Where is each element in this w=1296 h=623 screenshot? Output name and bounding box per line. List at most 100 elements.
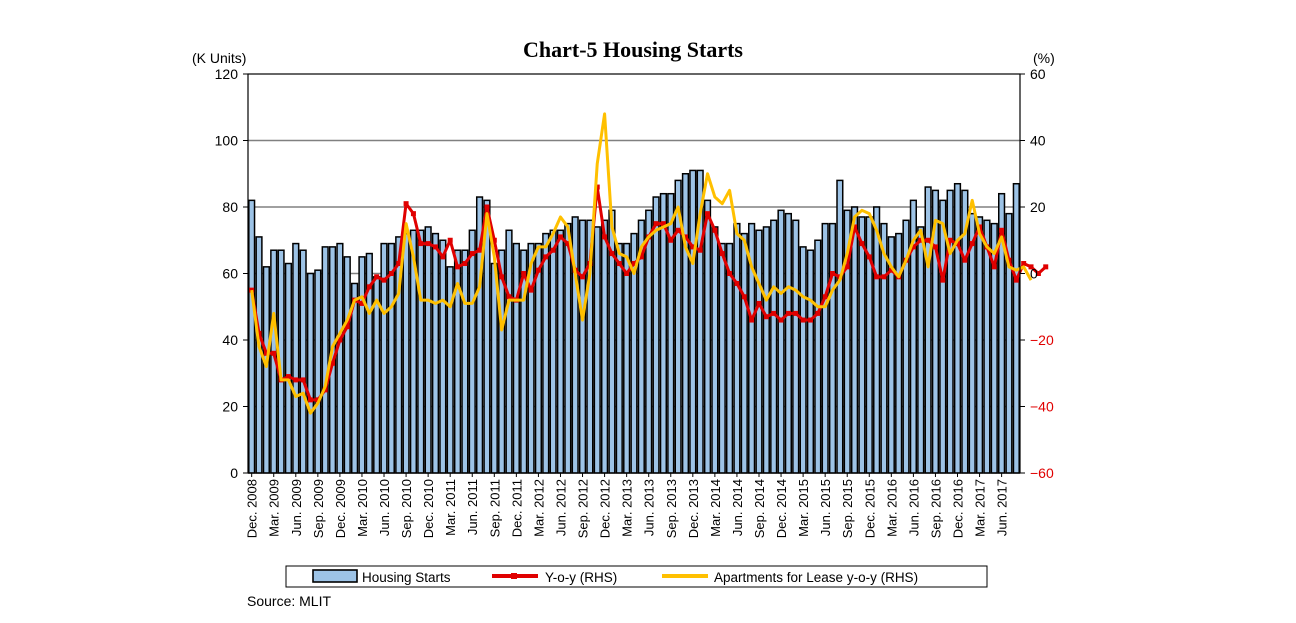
point-yoy-31 [477,247,483,253]
x-tick-label: Jun. 2011 [465,479,480,535]
point-yoy-27 [447,237,453,243]
point-yoy-12 [337,337,343,343]
point-yoy-19 [388,271,394,276]
point-yoy-61 [697,247,703,253]
right-y-axis: −60 −40 −20 0 20 40 60 [1030,66,1054,481]
bar-housing-starts-64 [718,242,726,474]
bar-housing-starts-43 [564,222,572,474]
left-tick-label: 100 [215,133,239,149]
point-yoy-92 [925,237,931,243]
point-yoy-91 [918,237,924,243]
bar-housing-starts-95 [946,189,954,474]
bar-housing-starts-72 [777,209,785,474]
point-yoy-50 [616,261,622,267]
point-yoy-53 [638,254,644,260]
x-tick-label: Dec. 2008 [245,479,260,538]
point-yoy-5 [285,374,291,380]
point-yoy-52 [631,261,637,267]
point-yoy-93 [932,244,938,250]
point-yoy-79 [830,271,836,276]
bar-housing-starts-104 [1012,182,1020,474]
bar-housing-starts-8 [306,272,315,474]
right-tick-label: −40 [1030,399,1054,415]
point-yoy-65 [727,271,733,276]
point-yoy-104 [1013,277,1019,283]
x-tick-label: Mar. 2010 [355,479,370,537]
point-yoy-82 [852,224,858,230]
point-yoy-41 [550,247,556,253]
bar-housing-starts-70 [762,226,770,474]
x-tick-label: Dec. 2013 [686,479,701,538]
right-tick-label: 60 [1030,66,1046,82]
left-tick-label: 60 [222,266,238,282]
bar-housing-starts-47 [593,226,601,474]
x-tick-label: Mar. 2017 [973,479,988,537]
point-yoy-42 [557,234,563,240]
bar-housing-starts-74 [792,219,800,474]
chart-title: Chart-5 Housing Starts [523,37,743,62]
legend: Housing Starts Y-o-y (RHS) Apartments fo… [285,565,988,588]
bar-housing-starts-36 [512,242,520,474]
point-yoy-21 [403,201,409,207]
bar-housing-starts-98 [968,212,976,474]
point-yoy-15 [359,300,365,306]
point-yoy-48 [602,234,608,240]
x-tick-label: Dec. 2015 [862,479,877,538]
x-tick-label: Sep. 2011 [487,479,502,537]
bar-series-housing-starts [248,169,1020,474]
point-yoy-64 [719,251,725,257]
point-yoy-43 [565,241,571,247]
bar-housing-starts-85 [873,206,881,474]
point-yoy-49 [609,251,615,257]
x-tick-label: Jun. 2014 [730,479,745,536]
left-y-axis: 0 20 40 60 80 100 120 [215,66,239,481]
right-tick-label: −20 [1030,332,1054,348]
x-tick-label: Jun. 2015 [818,479,833,536]
right-tick-label: 0 [1030,266,1038,282]
point-yoy-67 [741,294,747,300]
point-yoy-7 [300,377,306,383]
point-yoy-18 [381,277,387,283]
legend-label-housing-starts: Housing Starts [362,570,451,585]
bar-housing-starts-78 [821,222,829,474]
point-yoy-38 [528,287,534,293]
bar-housing-starts-21 [402,232,410,474]
point-yoy-28 [455,264,461,270]
x-tick-label: Sep. 2009 [311,479,326,538]
bar-housing-starts-9 [314,269,322,474]
x-tick-label: Sep. 2012 [576,479,591,538]
point-yoy-55 [653,221,659,227]
line-series-2 [250,112,1033,415]
point-yoy-87 [888,267,894,273]
bar-housing-starts-0 [248,199,256,474]
bar-housing-starts-77 [814,239,822,474]
x-tick-label: Sep. 2015 [840,479,855,538]
point-yoy-74 [793,310,799,316]
bar-housing-starts-7 [299,249,307,474]
point-yoy-11 [330,360,336,366]
point-yoy-56 [660,221,666,227]
point-yoy-94 [940,277,946,283]
point-yoy-6 [293,377,299,383]
x-tick-label: Jun. 2012 [554,479,569,536]
point-yoy-29 [462,261,468,267]
point-yoy-39 [535,267,541,273]
left-tick-label: 0 [230,465,238,481]
bar-housing-starts-41 [549,229,557,474]
point-yoy-59 [682,234,688,240]
bar-housing-starts-76 [806,249,815,474]
point-yoy-72 [778,317,784,323]
point-yoy-16 [366,284,372,290]
bar-housing-starts-24 [424,226,432,474]
point-yoy-83 [859,241,865,247]
point-yoy-25 [432,244,438,250]
x-tick-label: Jun. 2009 [289,479,304,536]
bar-housing-starts-5 [284,262,293,474]
bar-housing-starts-54 [645,209,653,474]
point-yoy-63 [712,227,718,233]
x-tick-label: Dec. 2014 [774,479,789,538]
point-yoy-47 [594,184,600,190]
x-tick-label: Dec. 2016 [951,479,966,538]
bar-housing-starts-86 [880,222,888,474]
point-yoy-69 [756,300,762,306]
